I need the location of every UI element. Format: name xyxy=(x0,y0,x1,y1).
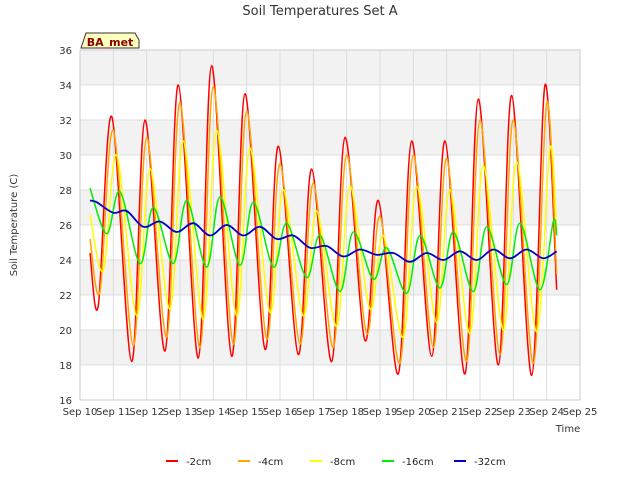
x-tick-label: Sep 20 xyxy=(396,407,431,418)
x-tick-label: Sep 19 xyxy=(363,407,398,418)
legend-label: -32cm xyxy=(474,457,506,468)
x-tick-label: Sep 16 xyxy=(263,407,298,418)
x-axis-title: Time xyxy=(555,424,580,435)
legend-label: -4cm xyxy=(258,457,283,468)
x-tick-label: Sep 13 xyxy=(163,407,198,418)
x-tick-label: Sep 25 xyxy=(563,407,598,418)
y-axis-title: Soil Temperature (C) xyxy=(9,174,20,277)
plot-band xyxy=(80,120,580,155)
y-tick-label: 30 xyxy=(59,151,72,162)
x-tick-label: Sep 18 xyxy=(329,407,364,418)
series-line-8cmcm xyxy=(89,129,558,338)
chart-title: Soil Temperatures Set A xyxy=(242,4,397,19)
x-tick-label: Sep 24 xyxy=(529,407,564,418)
legend-label: -16cm xyxy=(402,457,434,468)
x-tick-label: Sep 11 xyxy=(96,407,131,418)
y-tick-label: 24 xyxy=(59,256,72,267)
y-tick-label: 18 xyxy=(59,361,72,372)
plot-frame xyxy=(79,49,581,401)
series-lines xyxy=(89,65,558,377)
x-tick-label: Sep 22 xyxy=(463,407,498,418)
badge-label: BA_met xyxy=(87,36,134,49)
y-tick-label: 16 xyxy=(59,396,72,407)
x-tick-label: Sep 14 xyxy=(196,407,231,418)
x-tick-label: Sep 21 xyxy=(429,407,464,418)
badge-shape xyxy=(80,32,140,49)
series-line-32cmcm xyxy=(89,199,558,263)
y-tick-label: 26 xyxy=(59,221,72,232)
x-tick-label: Sep 12 xyxy=(129,407,164,418)
series-line-16cmcm xyxy=(89,187,558,295)
legend-label: -8cm xyxy=(330,457,355,468)
y-tick-label: 28 xyxy=(59,186,72,197)
x-tick-label: Sep 15 xyxy=(229,407,264,418)
legend-label: -2cm xyxy=(186,457,211,468)
series-line-2cmcm xyxy=(89,65,558,377)
x-tick-label: Sep 10 xyxy=(63,407,98,418)
x-tick-label: Sep 17 xyxy=(296,407,331,418)
plot-band xyxy=(80,190,580,225)
y-tick-label: 36 xyxy=(59,46,72,57)
plot-band xyxy=(80,50,580,85)
legend: -2cm -4cm -8cm -16cm -32cm xyxy=(166,457,506,468)
y-tick-label: 20 xyxy=(59,326,72,337)
y-tick-label: 32 xyxy=(59,116,72,127)
x-tick-label: Sep 23 xyxy=(496,407,531,418)
y-tick-label: 22 xyxy=(59,291,72,302)
y-tick-label: 34 xyxy=(59,81,72,92)
y-axis-ticks: 16 18 20 22 24 26 28 30 32 34 36 xyxy=(59,46,72,407)
station-badge: BA_met xyxy=(80,32,140,49)
series-line-4cmcm xyxy=(89,86,558,365)
